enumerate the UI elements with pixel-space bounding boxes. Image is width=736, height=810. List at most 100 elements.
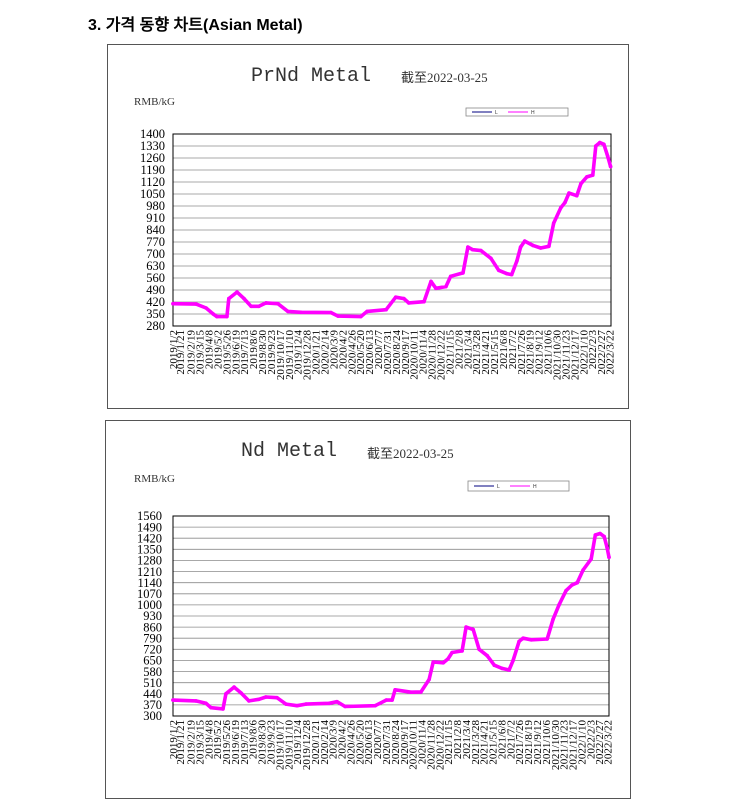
data-point-H <box>470 247 475 252</box>
x-tick-label: 2020/6/13 <box>364 330 376 375</box>
x-tick-label: 2019/5/26 <box>221 330 233 375</box>
data-point-H <box>211 312 215 316</box>
y-tick-label: 770 <box>146 235 165 249</box>
x-tick-label: 2019/8/30 <box>257 330 269 375</box>
y-tick-label: 860 <box>143 620 162 634</box>
data-point-H <box>286 309 290 314</box>
data-point-H <box>492 663 497 667</box>
x-tick-label: 2021/9/12 <box>534 330 546 375</box>
x-tick-label: 2020/4/2 <box>337 720 349 759</box>
data-point-H <box>264 695 268 699</box>
data-point-H <box>567 191 571 195</box>
data-point-H <box>431 660 436 664</box>
y-axis: 1560149014201350128012101140107010009308… <box>137 509 162 723</box>
data-point-H <box>393 688 397 692</box>
y-tick-label: 1420 <box>137 531 162 545</box>
data-point-H <box>329 310 333 315</box>
data-point-H <box>551 221 556 225</box>
y-tick-label: 1400 <box>140 127 165 141</box>
y-tick-label: 280 <box>146 319 165 333</box>
y-tick-label: 440 <box>143 687 162 701</box>
data-point-H <box>239 691 243 695</box>
data-point-H <box>598 140 602 145</box>
data-point-H <box>496 268 501 273</box>
data-point-H <box>607 555 611 560</box>
y-tick-label: 490 <box>146 283 165 297</box>
x-tick-label: 2021/1/15 <box>444 330 456 375</box>
legend-label-H: H <box>531 110 535 116</box>
data-point-H <box>327 701 331 706</box>
data-point-H <box>209 705 213 710</box>
data-point-H <box>602 534 606 539</box>
y-tick-label: 420 <box>146 295 165 309</box>
legend-label-L: L <box>497 484 500 490</box>
series-H <box>171 531 611 711</box>
x-tick-label: 2021/12/17 <box>568 720 580 771</box>
data-point-H <box>221 707 225 711</box>
legend: L H <box>465 107 569 117</box>
x-tick-label: 2022/3/22 <box>605 330 617 375</box>
y-tick-label: 1120 <box>140 175 165 189</box>
x-axis: 2019/1/22019/1/212019/2/192019/3/152019/… <box>168 330 617 381</box>
y-axis-unit: RMB/kG <box>134 96 175 108</box>
data-point-H <box>227 296 231 301</box>
y-tick-label: 1000 <box>137 598 162 612</box>
legend-label-H: H <box>533 484 537 490</box>
data-point-H <box>551 617 555 621</box>
x-tick-label: 2020/2/14 <box>319 720 331 765</box>
x-tick-label: 2021/3/4 <box>462 330 474 370</box>
x-tick-label: 2019/1/2 <box>168 720 180 759</box>
data-point-H <box>559 205 563 210</box>
x-tick-label: 2020/7/7 <box>373 330 385 370</box>
y-tick-label: 1070 <box>137 587 162 601</box>
x-tick-label: 2021/4/21 <box>480 330 492 375</box>
y-tick-label: 350 <box>146 307 165 321</box>
x-tick-label: 2021/7/2 <box>505 720 517 759</box>
x-tick-label: 2020/7/31 <box>381 720 393 765</box>
data-point-H <box>276 301 280 306</box>
y-tick-label: 300 <box>143 709 162 723</box>
x-tick-label: 2020/12/22 <box>436 330 448 380</box>
x-tick-label: 2020/9/17 <box>399 720 411 765</box>
data-point-H <box>557 603 561 607</box>
data-point-H <box>477 647 481 652</box>
legend: L H <box>467 480 570 492</box>
x-tick-label: 2019/1/21 <box>175 330 187 375</box>
plot-area <box>172 133 612 327</box>
x-tick-label: 2021/5/15 <box>489 330 501 375</box>
y-tick-label: 1560 <box>137 509 162 523</box>
x-tick-label: 2020/1/21 <box>311 330 323 375</box>
data-point-H <box>598 531 602 536</box>
chart-subtitle: 截至2022-03-25 <box>401 70 488 85</box>
x-tick-label: 2020/3/9 <box>328 330 340 370</box>
x-tick-label: 2021/5/15 <box>488 720 500 765</box>
y-tick-label: 720 <box>143 643 162 657</box>
x-tick-label: 2019/8/6 <box>248 720 260 760</box>
data-point-H <box>444 284 448 289</box>
data-point-H <box>448 274 453 279</box>
x-tick-label: 2019/8/30 <box>257 720 269 765</box>
x-tick-label: 2020/11/4 <box>417 720 429 765</box>
x-tick-label: 2019/7/13 <box>239 330 251 375</box>
data-point-H <box>593 533 598 537</box>
x-tick-label: 2021/12/17 <box>569 330 581 381</box>
x-tick-label: 2019/10/17 <box>274 720 286 771</box>
y-tick-label: 840 <box>146 223 165 237</box>
data-point-H <box>171 698 175 702</box>
data-point-H <box>335 699 339 704</box>
x-tick-label: 2021/3/4 <box>461 720 473 760</box>
data-point-H <box>570 583 574 587</box>
data-point-H <box>284 702 288 706</box>
data-point-H <box>393 295 398 299</box>
data-point-H <box>564 588 568 593</box>
x-tick-label: 2019/10/17 <box>275 330 287 381</box>
data-point-H <box>464 625 468 629</box>
data-point-H <box>225 314 229 319</box>
x-tick-label: 2022/1/10 <box>576 720 588 765</box>
chart-panel-prnd: PrNd Metal 截至2022-03-25 RMB/kG L H 1400 1… <box>107 44 629 409</box>
data-point-H <box>538 246 543 250</box>
x-tick-label: 2019/6/19 <box>230 330 242 375</box>
y-tick-label: 580 <box>143 665 162 679</box>
y-tick-label: 650 <box>143 654 162 668</box>
x-tick-label: 2019/2/19 <box>186 720 198 765</box>
